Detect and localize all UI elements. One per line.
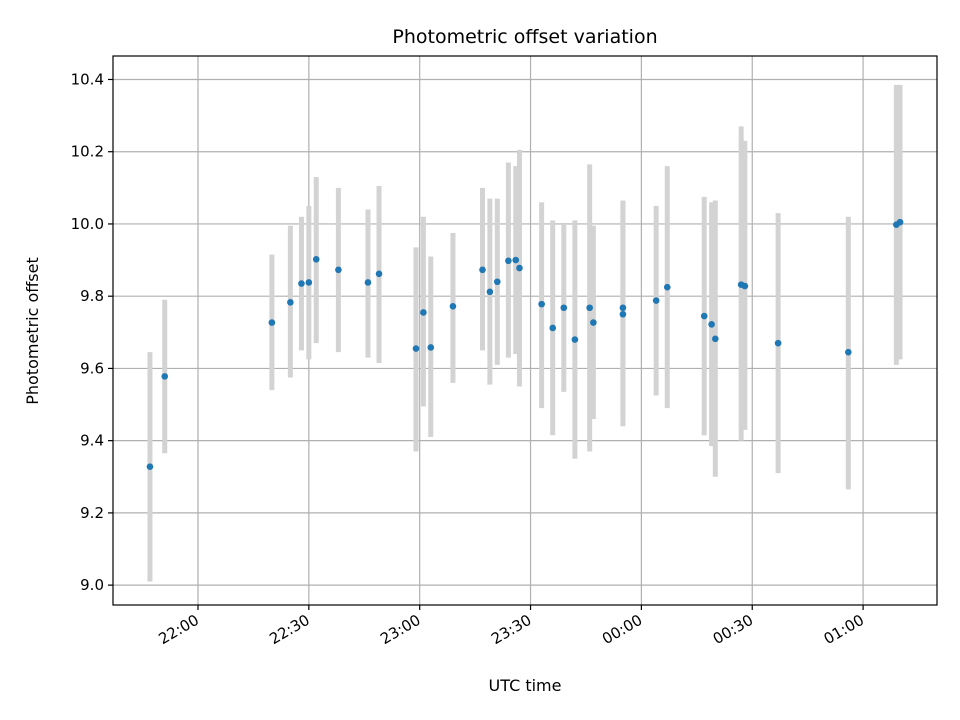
data-point: [479, 266, 486, 274]
plot-frame: [112, 55, 938, 606]
data-point: [449, 303, 457, 310]
x-tick-label: 01:00: [821, 611, 867, 648]
y-tick-label: 9.4: [80, 432, 104, 450]
x-tick-label: 23:30: [488, 611, 534, 648]
data-point: [161, 373, 169, 380]
data-point: [516, 264, 523, 272]
data-point: [375, 270, 383, 278]
data-point: [268, 319, 276, 326]
data-point: [845, 348, 852, 356]
y-tick-label: 10.4: [71, 70, 104, 88]
data-point: [538, 300, 545, 308]
data-point: [549, 324, 557, 332]
data-point: [774, 339, 782, 347]
data-point: [700, 312, 708, 320]
x-tick-label: 00:30: [710, 611, 756, 648]
data-point: [590, 319, 597, 326]
data-point: [493, 278, 501, 286]
y-tick-label: 10.0: [71, 215, 104, 233]
data-point: [560, 304, 568, 312]
data-points: [146, 218, 904, 470]
y-tick-label: 9.2: [80, 504, 104, 522]
error-bars: [147, 84, 903, 582]
data-point: [741, 282, 749, 290]
data-point: [505, 257, 512, 265]
data-point: [663, 283, 671, 291]
data-point: [486, 288, 494, 296]
data-point: [619, 304, 627, 312]
data-point: [512, 256, 520, 264]
x-tick-label: 22:00: [156, 611, 202, 648]
x-tick-label: 00:00: [599, 611, 645, 648]
data-point: [364, 279, 372, 286]
data-point: [312, 256, 320, 263]
x-axis-label: UTC time: [489, 676, 562, 695]
x-tick-label: 22:30: [266, 611, 312, 648]
data-point: [708, 321, 715, 328]
y-axis-label: Photometric offset: [23, 257, 42, 405]
data-point: [427, 344, 435, 351]
data-point: [305, 279, 313, 286]
data-point: [586, 304, 593, 312]
data-point: [420, 309, 427, 316]
data-point: [298, 280, 305, 287]
data-point: [146, 463, 154, 470]
data-point: [619, 310, 627, 318]
x-tick-label: 23:00: [377, 611, 423, 648]
data-point: [711, 335, 719, 343]
data-point: [335, 266, 342, 274]
data-point: [652, 297, 660, 304]
y-tick-label: 9.6: [80, 359, 104, 377]
data-point: [896, 218, 904, 226]
grid: [113, 56, 937, 605]
y-tick-label: 10.2: [71, 143, 104, 161]
y-tick-label: 9.8: [80, 287, 104, 305]
data-point: [571, 336, 579, 343]
y-tick-label: 9.0: [80, 576, 104, 594]
axis-ticks: 9.0 9.2 9.4 9.6 9.8 10.0 10.2 10.4 22:00 22:30 23:…: [71, 70, 868, 648]
data-point: [412, 345, 420, 352]
data-point: [287, 299, 294, 306]
chart-title: Photometric offset variation: [392, 26, 657, 48]
